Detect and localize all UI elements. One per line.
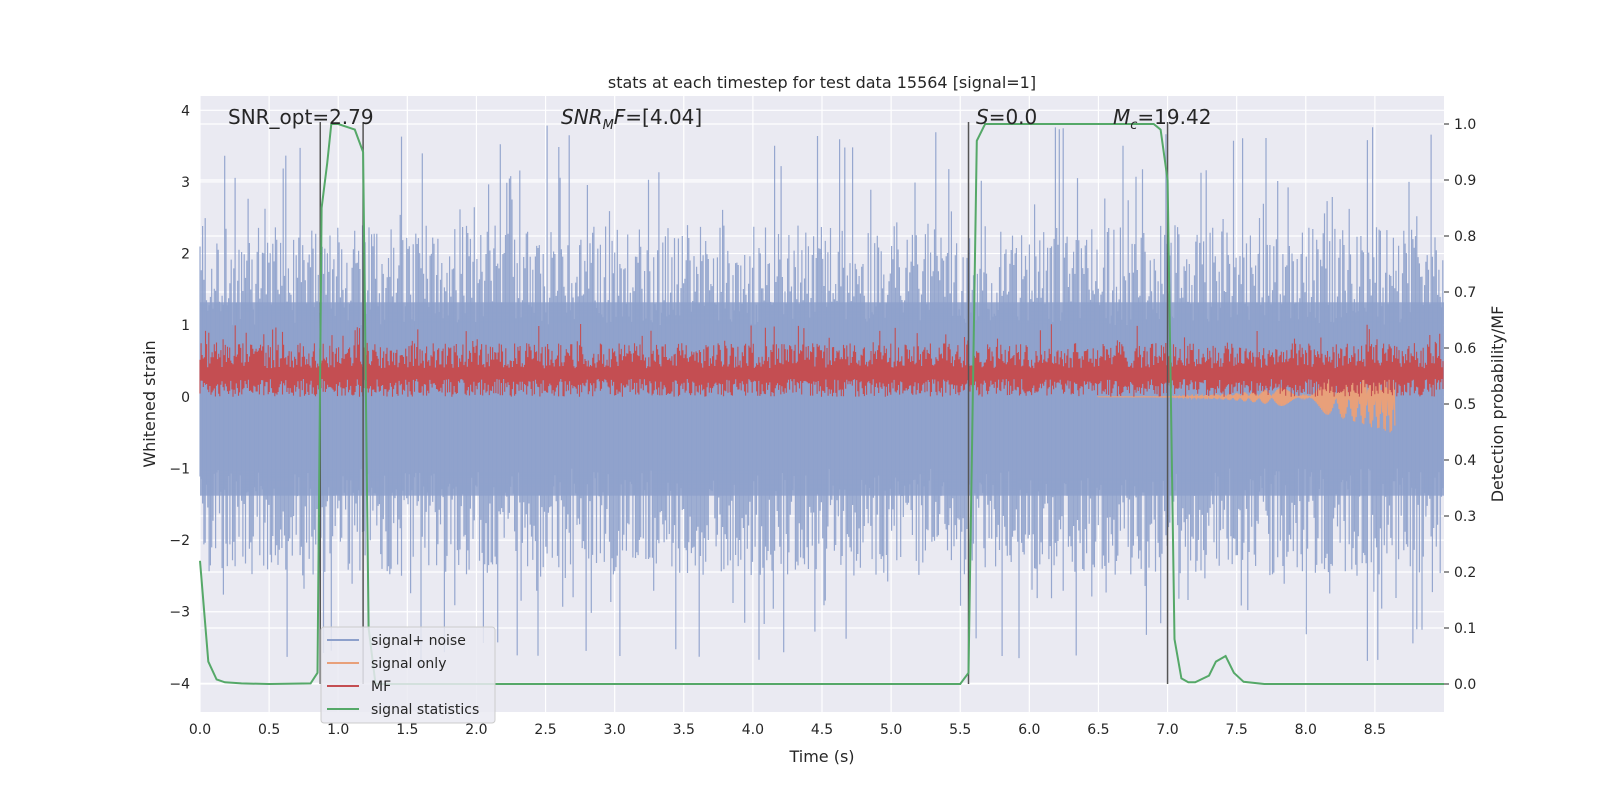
y-right-tick-label: 0.8	[1454, 229, 1476, 245]
chart-title: stats at each timestep for test data 155…	[608, 73, 1036, 92]
x-tick-label: 4.0	[742, 722, 764, 738]
x-axis-ticks: 0.0 0.5 1.0 1.5 2.0 2.5 3.0 3.5 4.0 4.5 5.0 5.5 6.0 6…	[189, 722, 1386, 738]
y-right-tick-label: 0.7	[1454, 285, 1476, 301]
legend-label-signal: signal only	[371, 656, 446, 672]
legend-label-mf: MF	[371, 679, 391, 695]
y-right-tick-label: 0.0	[1454, 677, 1476, 693]
y-tick-label: −4	[169, 676, 190, 692]
y-tick-label: 1	[181, 318, 190, 334]
legend-box	[320, 626, 496, 724]
annotation-mc: Mc=19.42	[1113, 105, 1211, 133]
y-tick-label: 2	[181, 247, 190, 263]
y-right-tick-label: 0.3	[1454, 509, 1476, 525]
y-right-tick-label: 0.4	[1454, 453, 1476, 469]
y-tick-label: −2	[169, 533, 190, 549]
y-right-tick-label: 0.5	[1454, 397, 1476, 413]
x-tick-label: 1.5	[396, 722, 418, 738]
y-tick-label: 4	[181, 103, 190, 119]
x-tick-label: 7.5	[1226, 722, 1248, 738]
x-tick-label: 2.0	[465, 722, 487, 738]
x-tick-label: 4.5	[811, 722, 833, 738]
signal-statistics-line	[199, 123, 1444, 686]
y-axis-label: Whitened strain	[140, 340, 159, 467]
annotation-mc-value: =19.42	[1137, 105, 1211, 129]
x-tick-label: 5.5	[949, 722, 971, 738]
legend: signal+ noise signal only MF signal stat…	[320, 626, 496, 724]
y-right-tick-label: 1.0	[1454, 117, 1476, 133]
y-axis-label-right: Detection probability/MF	[1488, 306, 1507, 503]
x-tick-label: 8.0	[1295, 722, 1317, 738]
y-axis-ticks: 4 3 2 1 0 −1 −2 −3 −4	[169, 103, 190, 692]
y-tick-label: −3	[169, 605, 190, 621]
x-tick-label: 7.0	[1156, 722, 1178, 738]
y-right-tick-label: 0.9	[1454, 173, 1476, 189]
annotation-snr-mf-value: =[4.04]	[625, 105, 702, 129]
x-tick-label: 0.0	[189, 722, 211, 738]
legend-label-stats: signal statistics	[371, 702, 479, 718]
annotation-s-value: =0.0	[989, 105, 1038, 129]
y-tick-label: 3	[181, 175, 190, 191]
y-right-tick-label: 0.1	[1454, 621, 1476, 637]
x-tick-label: 0.5	[258, 722, 280, 738]
annotation-s: S=0.0	[976, 105, 1037, 129]
series-signal-statistics	[199, 123, 1444, 686]
x-tick-label: 3.5	[673, 722, 695, 738]
y-tick-label: 0	[181, 390, 190, 406]
y-right-tick-label: 0.2	[1454, 565, 1476, 581]
y-right-tick-label: 0.6	[1454, 341, 1476, 357]
annotation-snr-opt: SNR_opt=2.79	[228, 105, 374, 129]
x-tick-label: 6.0	[1018, 722, 1040, 738]
x-tick-label: 5.0	[880, 722, 902, 738]
legend-label-noise: signal+ noise	[371, 633, 466, 649]
x-tick-label: 2.5	[534, 722, 556, 738]
x-axis-label: Time (s)	[788, 747, 854, 766]
x-tick-label: 3.0	[604, 722, 626, 738]
x-tick-label: 1.0	[327, 722, 349, 738]
annotation-snr-mf: SNRMF=[4.04]	[561, 105, 702, 133]
y-axis-right-ticks: 1.0 0.9 0.8 0.7 0.6 0.5 0.4 0.3 0.2 0.1 0.0	[1444, 117, 1476, 693]
x-tick-label: 8.5	[1364, 722, 1386, 738]
x-tick-label: 6.5	[1087, 722, 1109, 738]
y-tick-label: −1	[169, 461, 190, 477]
